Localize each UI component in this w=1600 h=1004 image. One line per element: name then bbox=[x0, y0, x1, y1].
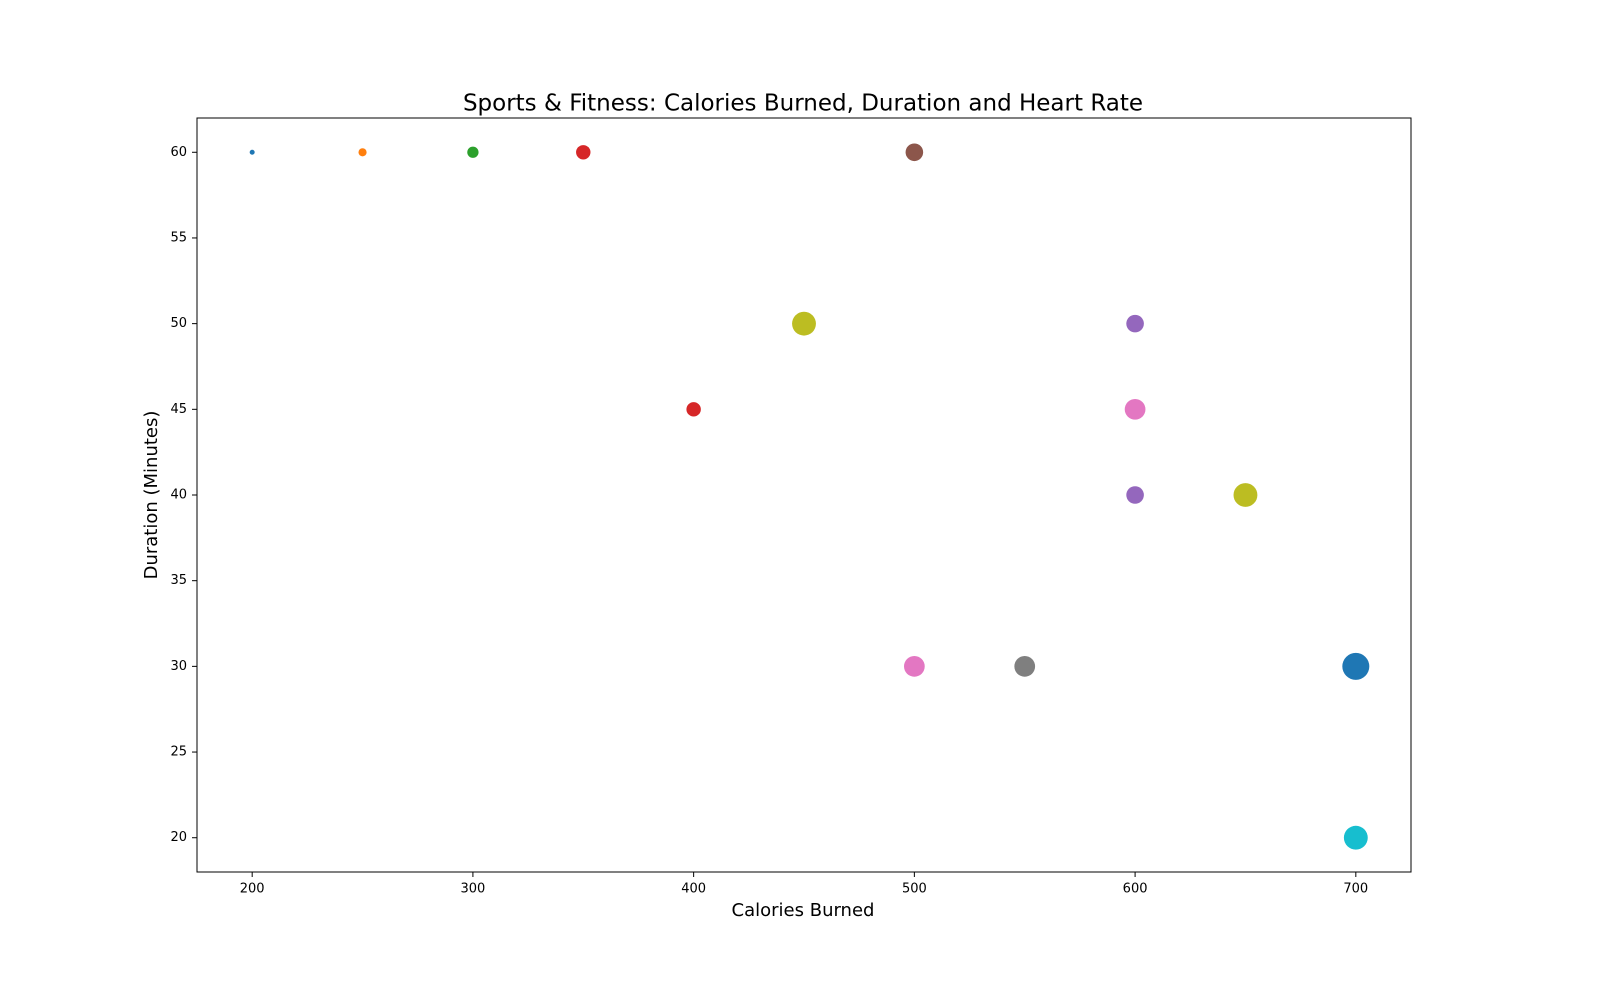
y-tick-label: 30 bbox=[170, 659, 187, 674]
scatter-point bbox=[904, 656, 925, 677]
scatter-point bbox=[1014, 656, 1036, 677]
scatter-point bbox=[1124, 398, 1146, 420]
plot-area bbox=[249, 143, 1370, 850]
y-axis: 20 25 30 35 40 45 50 55 60 bbox=[170, 145, 197, 845]
y-tick-label: 40 bbox=[170, 488, 187, 503]
y-tick-label: 25 bbox=[170, 745, 187, 760]
scatter-point bbox=[1342, 652, 1370, 680]
x-tick-label: 500 bbox=[902, 882, 927, 897]
scatter-point bbox=[576, 145, 591, 160]
y-axis-label: Duration (Minutes) bbox=[141, 411, 162, 580]
x-axis: 200 300 400 500 600 700 bbox=[240, 872, 1368, 897]
x-tick-label: 400 bbox=[681, 882, 706, 897]
y-tick-label: 60 bbox=[170, 145, 187, 160]
y-tick-label: 35 bbox=[170, 573, 187, 588]
plot-frame bbox=[196, 117, 1412, 873]
x-tick-label: 300 bbox=[460, 882, 485, 897]
scatter-point bbox=[1233, 483, 1258, 507]
x-tick-label: 600 bbox=[1123, 882, 1148, 897]
scatter-point bbox=[1343, 825, 1368, 850]
y-tick-label: 20 bbox=[170, 830, 187, 845]
x-axis-label: Calories Burned bbox=[732, 900, 875, 921]
scatter-point bbox=[249, 149, 255, 155]
scatter-point bbox=[686, 402, 701, 417]
x-tick-label: 700 bbox=[1343, 882, 1368, 897]
scatter-point bbox=[1126, 486, 1144, 504]
y-tick-label: 50 bbox=[170, 316, 187, 331]
scatter-point bbox=[905, 143, 924, 162]
x-tick-label: 200 bbox=[240, 882, 265, 897]
y-tick-label: 55 bbox=[170, 230, 187, 245]
chart-title: Sports & Fitness: Calories Burned, Durat… bbox=[463, 91, 1143, 117]
scatter-point bbox=[1126, 314, 1144, 333]
scatter-point bbox=[792, 311, 816, 336]
scatter-point bbox=[358, 148, 367, 157]
scatter-point bbox=[467, 146, 479, 158]
y-tick-label: 45 bbox=[170, 402, 187, 417]
